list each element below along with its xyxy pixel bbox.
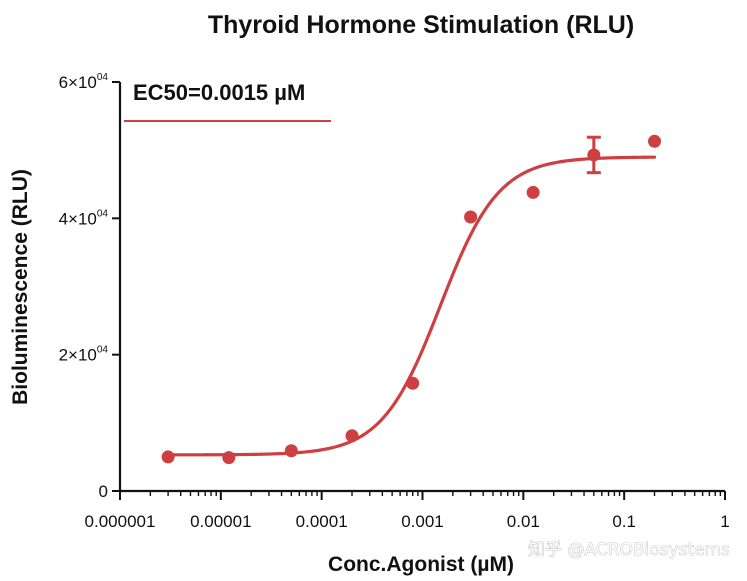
watermark: 知乎 @ACROBiosystems xyxy=(528,540,730,560)
x-tick-label: 0.1 xyxy=(612,512,636,531)
y-tick-exponent: 04 xyxy=(97,345,109,356)
x-tick-label: 0.001 xyxy=(401,512,444,531)
data-point xyxy=(526,185,540,199)
data-point xyxy=(406,376,420,390)
data-point xyxy=(222,451,236,465)
y-tick-label: 0 xyxy=(99,482,108,501)
data-point xyxy=(284,444,298,458)
x-tick-label: 1 xyxy=(720,512,729,531)
legend-label: EC50=0.0015 µM xyxy=(133,80,305,105)
x-axis-label: Conc.Agonist (µM) xyxy=(328,553,514,576)
x-ticks: 0.000001 0.00001 0.0001 0.001 0.01 0.1 1 xyxy=(85,491,730,531)
data-point xyxy=(648,134,662,148)
data-point xyxy=(464,210,478,224)
y-tick-exponent: 04 xyxy=(97,208,109,219)
x-tick-label: 0.000001 xyxy=(85,512,156,531)
y-tick-label: 6×1004 xyxy=(59,72,109,92)
data-point xyxy=(161,450,175,464)
y-tick-base: 6×10 xyxy=(59,73,97,92)
series-layer xyxy=(161,134,662,465)
chart-title: Thyroid Hormone Stimulation (RLU) xyxy=(208,11,634,39)
x-tick-label: 0.00001 xyxy=(190,512,251,531)
y-tick-label: 4×1004 xyxy=(59,208,109,228)
fit-curve xyxy=(166,155,657,457)
data-point xyxy=(587,148,601,162)
y-tick-exponent: 04 xyxy=(97,72,109,83)
data-point xyxy=(345,429,359,443)
y-tick-label: 2×1004 xyxy=(59,345,109,365)
y-tick-base: 2×10 xyxy=(59,346,97,365)
y-tick-base: 4×10 xyxy=(59,209,97,228)
x-tick-label: 0.01 xyxy=(507,512,540,531)
y-axis-label: Bioluminescence (RLU) xyxy=(9,169,32,405)
x-tick-label: 0.0001 xyxy=(296,512,348,531)
